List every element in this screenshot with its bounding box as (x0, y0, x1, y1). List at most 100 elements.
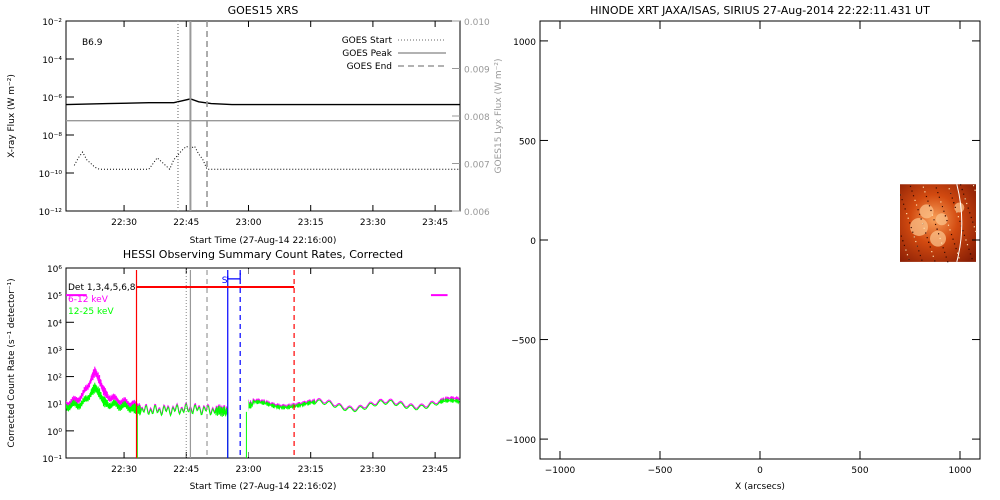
xrt-speckle (960, 184, 962, 186)
goes-x-tick-label: 23:15 (298, 218, 324, 228)
xrt-speckle (929, 246, 931, 248)
goes-y-tick-label: 10⁻⁸ (42, 132, 62, 142)
goes-y-tick-label: 10⁻⁴ (42, 56, 62, 66)
xrt-speckle (961, 188, 963, 191)
xrt-y-tick-label: 500 (519, 137, 536, 147)
xrt-speckle (927, 200, 929, 202)
xrt-speckle (928, 205, 931, 207)
xrt-x-tick-label: 0 (757, 466, 763, 476)
hessi-x-tick-label: 22:30 (111, 465, 137, 475)
xrt-speckle (922, 223, 924, 225)
xrt-y-tick-label: 0 (530, 237, 536, 247)
xrt-speckle (943, 210, 945, 212)
hessi-s-label: S (222, 276, 228, 286)
xrt-speckle (919, 254, 921, 257)
goes-y2-tick-label: 0.007 (464, 161, 490, 171)
xrt-speckle (934, 223, 937, 226)
xrt-speckle (922, 186, 924, 188)
hessi-title: HESSI Observing Summary Count Rates, Cor… (123, 248, 403, 261)
xrt-speckle (910, 226, 912, 229)
goes-x-tick-label: 23:45 (422, 218, 448, 228)
xrt-panel: HINODE XRT JAXA/ISAS, SIRIUS 27-Aug-2014… (506, 4, 981, 492)
hessi-blue-bracket (227, 272, 241, 280)
xrt-speckle (971, 258, 973, 260)
xrt-speckle (904, 208, 906, 210)
xrt-speckle (967, 207, 969, 209)
goes-x-tick-label: 23:30 (360, 218, 386, 228)
goes-x-tick-label: 22:30 (111, 218, 137, 228)
xrt-speckle (909, 222, 911, 224)
xrt-x-tick-label: −500 (648, 466, 673, 476)
hessi-y-tick-label: 10² (47, 374, 62, 384)
hessi-x-tick-label: 23:45 (422, 465, 448, 475)
xrt-speckle (957, 252, 959, 254)
xrt-speckle (944, 215, 947, 217)
hessi-y-tick-label: 10¹ (47, 401, 62, 411)
xrt-speckle (937, 192, 939, 194)
xrt-speckle (920, 218, 922, 220)
xrt-speckle (935, 187, 937, 189)
hessi-series-line (66, 382, 460, 418)
hessi-y-tick-label: 10⁶ (47, 265, 62, 275)
xrt-speckle (966, 244, 969, 246)
xrt-speckle (918, 250, 920, 252)
xrt-speckle (930, 209, 932, 212)
xrt-speckle (924, 191, 926, 193)
xrt-speckle (941, 205, 943, 208)
xrt-speckle (975, 230, 977, 233)
xrt-speckle (900, 194, 902, 196)
xrt-x-tick-label: −1000 (545, 466, 576, 476)
xrt-speckle (969, 253, 972, 255)
hessi-legend-label: 6-12 keV (68, 295, 109, 305)
goes-y-tick-label: 10⁻¹² (39, 208, 63, 218)
hessi-vertical-lines (135, 270, 295, 458)
goes-x-label: Start Time (27-Aug-14 22:16:00) (190, 236, 337, 246)
hessi-legend-label: 12-25 keV (68, 307, 114, 317)
xrt-speckle (965, 239, 967, 241)
xrt-speckle (950, 233, 953, 236)
goes-x-tick-label: 22:45 (173, 218, 199, 228)
hessi-plot-frame (65, 267, 461, 459)
xrt-speckle (903, 203, 905, 205)
xrt-speckle (953, 243, 956, 245)
xrt-speckle (900, 235, 902, 237)
xrt-speckle (906, 212, 908, 215)
goes-x-tick-label: 23:00 (236, 218, 262, 228)
goes-legend: GOES Start GOES Peak GOES End (342, 36, 446, 72)
xrt-speckle (911, 190, 913, 192)
xrt-speckle (912, 231, 914, 233)
goes-legend-label: GOES Start (342, 36, 393, 46)
goes-legend-label: GOES End (347, 62, 392, 72)
xrt-bright-region (919, 204, 934, 219)
goes-series-line (73, 145, 460, 171)
hessi-x-tick-label: 23:15 (298, 465, 324, 475)
xrt-speckle (921, 259, 923, 261)
goes-series (66, 98, 460, 171)
hessi-series-line (66, 366, 460, 416)
xrt-speckle (947, 261, 949, 263)
hessi-y-tick-label: 10⁵ (47, 292, 62, 302)
goes-y2-tick-label: 0.009 (464, 66, 490, 76)
xrt-speckle (938, 196, 940, 198)
xrt-speckle (914, 199, 916, 201)
goes-x-ticks: 22:30 22:45 23:00 23:15 23:30 23:45 (111, 21, 448, 228)
xrt-speckle (958, 257, 960, 259)
xrt-speckle (948, 188, 950, 190)
xrt-speckle (974, 189, 976, 191)
xrt-speckle (913, 236, 915, 238)
xrt-bright-region (910, 217, 928, 236)
xrt-image-patch (900, 184, 977, 263)
xrt-speckle (908, 258, 910, 260)
xrt-y-ticks: 1000 500 0 −500 −1000 (506, 38, 980, 446)
goes-y-tick-label: 10⁻⁶ (42, 94, 62, 104)
hessi-legend: Det 1,3,4,5,6,8 6-12 keV 12-25 keV (68, 283, 136, 317)
xrt-speckle (926, 237, 928, 239)
xrt-speckle (934, 260, 936, 262)
xrt-speckle (963, 234, 966, 236)
xrt-speckle (906, 254, 909, 256)
goes-y-tick-label: 10⁻² (42, 18, 62, 28)
xrt-x-tick-label: 1000 (949, 466, 972, 476)
goes-title: GOES15 XRS (228, 4, 299, 17)
goes-y-ticks: 10⁻² 10⁻⁴ 10⁻⁶ 10⁻⁸ 10⁻¹⁰ 10⁻¹² (39, 18, 74, 218)
